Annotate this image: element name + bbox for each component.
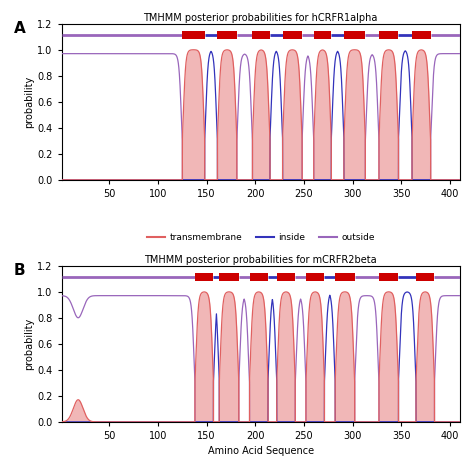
Bar [195, 273, 213, 281]
Bar [412, 30, 430, 39]
Title: TMHMM posterior probabilities for hCRFR1alpha: TMHMM posterior probabilities for hCRFR1… [144, 13, 378, 23]
Bar [253, 30, 270, 39]
Bar [218, 30, 237, 39]
Text: B: B [14, 263, 26, 278]
Bar [344, 30, 365, 39]
Bar [182, 30, 205, 39]
Y-axis label: probability: probability [25, 76, 35, 128]
Bar [219, 273, 239, 281]
Y-axis label: probability: probability [25, 318, 35, 370]
Legend: transmembrane, inside, outside: transmembrane, inside, outside [143, 229, 378, 246]
Bar [283, 30, 302, 39]
Bar [277, 273, 295, 281]
X-axis label: Amino Acid Sequence: Amino Acid Sequence [208, 447, 314, 456]
Title: TMHMM posterior probabilities for mCRFR2beta: TMHMM posterior probabilities for mCRFR2… [145, 255, 377, 265]
Bar [379, 273, 399, 281]
Bar [249, 273, 268, 281]
Bar [416, 273, 435, 281]
Text: A: A [14, 20, 26, 36]
Bar [379, 30, 399, 39]
Bar [306, 273, 325, 281]
Bar [335, 273, 355, 281]
Bar [314, 30, 331, 39]
